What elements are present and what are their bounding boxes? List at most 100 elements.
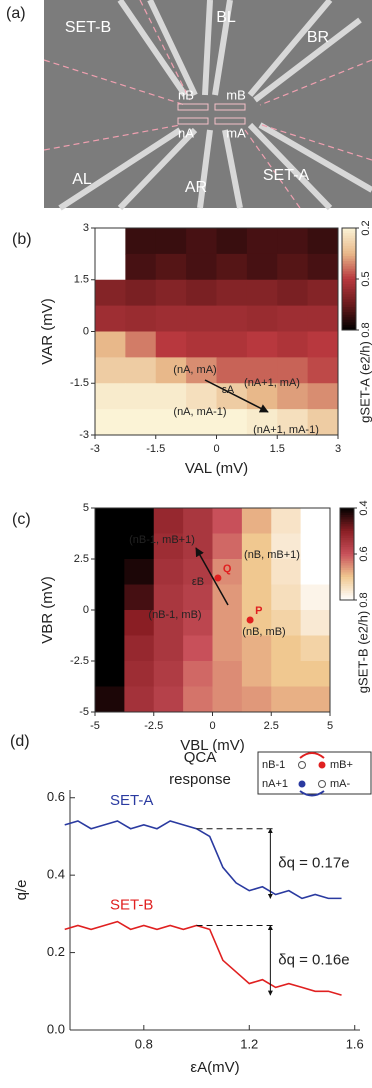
colorbar-step bbox=[342, 250, 356, 254]
annotation: (nA+1, mA) bbox=[244, 377, 300, 389]
inset-arrow bbox=[299, 790, 325, 797]
heat-cell bbox=[125, 253, 157, 281]
y-axis-label: q/e bbox=[13, 880, 30, 901]
colorbar-tick-label: 0.5 bbox=[360, 271, 372, 286]
colorbar-step bbox=[342, 289, 356, 293]
colorbar-step bbox=[340, 544, 354, 548]
chart-title: response bbox=[169, 771, 231, 788]
point-label: Q bbox=[223, 563, 232, 575]
colorbar-step bbox=[342, 258, 356, 262]
inset-label: mA- bbox=[330, 778, 351, 790]
colorbar-step bbox=[340, 537, 354, 541]
sem-label: SET-B bbox=[65, 19, 111, 36]
colorbar-tick-label: 0.2 bbox=[360, 220, 372, 235]
heat-cell bbox=[307, 383, 339, 410]
sem-label: mB bbox=[226, 87, 246, 102]
heat-cell bbox=[241, 584, 272, 611]
colorbar-step bbox=[342, 230, 356, 234]
heat-cell bbox=[155, 253, 187, 281]
y-tick-label: -1.5 bbox=[70, 377, 89, 389]
colorbar-step bbox=[340, 570, 354, 573]
heat-cell bbox=[246, 409, 278, 436]
colorbar-step bbox=[342, 279, 356, 283]
colorbar-step bbox=[340, 540, 354, 543]
sem-label: BR bbox=[307, 29, 329, 46]
heat-cell bbox=[241, 508, 272, 534]
colorbar-step bbox=[340, 554, 354, 557]
annotation: (nA, mA-1) bbox=[173, 406, 226, 418]
colorbar-tick-label: 0.8 bbox=[360, 322, 372, 337]
colorbar-step bbox=[342, 309, 356, 313]
heat-cell bbox=[277, 253, 309, 281]
heat-cell bbox=[186, 331, 217, 358]
heat-cell bbox=[271, 533, 302, 560]
heat-cell bbox=[277, 331, 309, 358]
y-tick-label: -2.5 bbox=[70, 655, 89, 667]
arrow bbox=[204, 379, 269, 413]
heat-cell bbox=[124, 661, 155, 687]
colorbar-step bbox=[342, 228, 356, 232]
annotation: εB bbox=[192, 576, 204, 588]
annotation: (nB, mB) bbox=[242, 626, 285, 638]
colorbar-step bbox=[340, 588, 354, 592]
inset-label: nB-1 bbox=[262, 759, 285, 771]
colorbar-tick-label: 0.4 bbox=[358, 500, 370, 515]
colorbar-step bbox=[340, 563, 354, 566]
heat-cell bbox=[95, 584, 125, 611]
y-tick-label: 0 bbox=[83, 604, 89, 616]
annotation: (nB, mB+1) bbox=[244, 549, 300, 561]
heat-cell bbox=[212, 686, 243, 713]
colorbar-step bbox=[340, 597, 354, 601]
heat-cell bbox=[183, 661, 213, 687]
heat-cell bbox=[300, 686, 331, 713]
y-axis-label: VAR (mV) bbox=[39, 298, 56, 364]
colorbar-step bbox=[340, 533, 354, 537]
annotation: δq = 0.17e bbox=[278, 855, 349, 872]
x-tick-label: -1.5 bbox=[146, 443, 165, 455]
heat-cell bbox=[212, 533, 243, 560]
colorbar-label: gSET-B (e2/h) bbox=[355, 611, 370, 693]
colorbar-step bbox=[340, 517, 354, 520]
y-tick-label: 0.0 bbox=[47, 1021, 65, 1036]
colorbar-step bbox=[342, 291, 356, 295]
sem-label: mA bbox=[226, 125, 246, 140]
heat-cell bbox=[125, 331, 157, 358]
heat-cell bbox=[183, 686, 213, 713]
colorbar-step bbox=[340, 593, 354, 596]
heat-cell bbox=[125, 383, 157, 410]
heat-cell bbox=[271, 508, 302, 534]
heat-cell bbox=[153, 635, 184, 662]
x-tick-label: -2.5 bbox=[144, 720, 163, 732]
heat-cell bbox=[241, 661, 272, 687]
heat-cell bbox=[186, 305, 217, 332]
point bbox=[246, 616, 254, 624]
heat-cell bbox=[277, 383, 309, 410]
colorbar-step bbox=[342, 276, 356, 280]
sem-label: nA bbox=[178, 125, 194, 140]
sem-label: BL bbox=[216, 9, 236, 26]
chart-title: QCA bbox=[184, 749, 217, 766]
heat-cell bbox=[153, 686, 184, 713]
heat-cell bbox=[125, 409, 157, 436]
series-label: SET-B bbox=[110, 896, 153, 913]
heat-cell bbox=[186, 279, 217, 307]
y-tick-label: 0 bbox=[83, 325, 89, 337]
colorbar-step bbox=[340, 524, 354, 527]
heat-cell bbox=[277, 228, 309, 255]
heat-cell bbox=[241, 533, 272, 560]
heat-cell bbox=[183, 610, 213, 636]
series-line bbox=[64, 820, 342, 900]
heat-cell bbox=[153, 533, 184, 560]
heat-cell bbox=[212, 661, 243, 687]
colorbar-step bbox=[342, 281, 356, 285]
heat-cell bbox=[153, 610, 184, 636]
heat-cell bbox=[300, 533, 331, 560]
heat-cell bbox=[307, 331, 339, 358]
colorbar-step bbox=[342, 235, 356, 239]
heat-cell bbox=[95, 305, 126, 332]
y-tick-label: 0.4 bbox=[47, 867, 65, 882]
colorbar-step bbox=[340, 551, 354, 555]
heat-cell bbox=[307, 357, 339, 384]
colorbar-step bbox=[340, 519, 354, 523]
